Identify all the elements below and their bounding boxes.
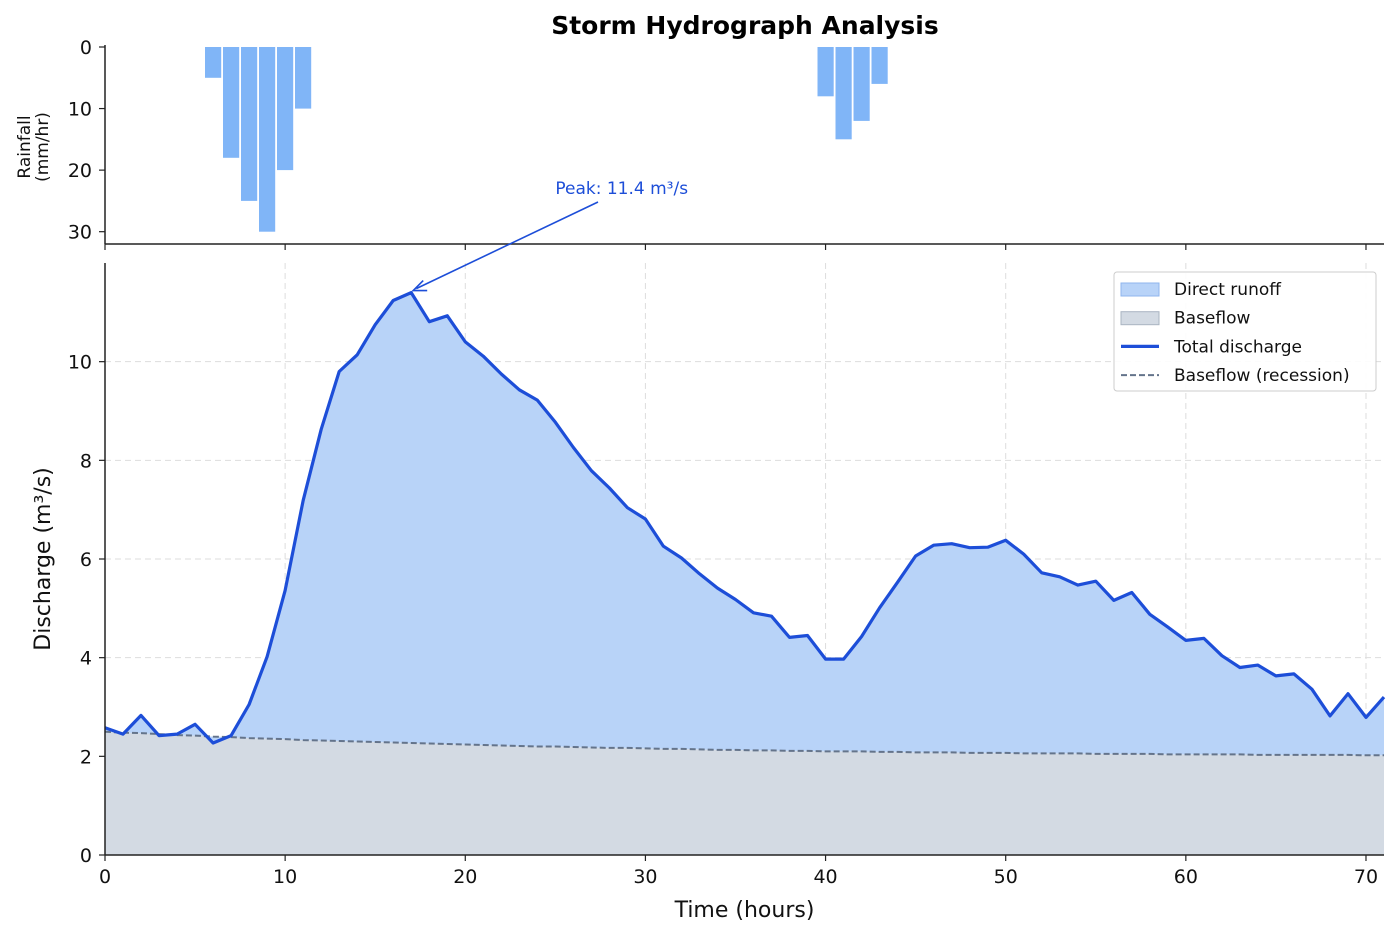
rainfall-bar — [223, 47, 240, 158]
discharge-x-tick-label: 30 — [633, 866, 657, 888]
peak-annotation-arrow-line — [415, 201, 599, 290]
baseflow-recession-line — [104, 730, 1384, 757]
discharge-y-tick-label: 6 — [80, 549, 92, 571]
legend-box — [1113, 271, 1377, 392]
rainfall-bar — [295, 47, 312, 109]
rainfall-bar — [277, 47, 294, 171]
rainfall-axis-label-line: Rainfall — [15, 115, 35, 178]
discharge-x-tick-label: 0 — [99, 866, 111, 888]
rainfall-panel: 0 10 20 30 Rainfall(mm/hr) — [15, 37, 1384, 250]
discharge-y-tick-label: 8 — [80, 450, 92, 472]
direct-runoff-area — [105, 292, 1384, 756]
rainfall-y-tick-label: 30 — [68, 222, 92, 244]
rainfall-y-tick-label: 0 — [80, 37, 92, 59]
peak-annotation-label: Peak: 11.4 m³/s — [555, 179, 688, 199]
discharge-x-tick-label: 50 — [994, 866, 1018, 888]
discharge-x-tick-label: 20 — [453, 866, 477, 888]
rainfall-bar — [241, 47, 258, 201]
legend-label: Total discharge — [1173, 337, 1302, 357]
discharge-y-tick-label: 0 — [80, 845, 92, 867]
legend-swatch-direct-runoff — [1120, 282, 1160, 297]
chart-title: Storm Hydrograph Analysis — [551, 11, 939, 40]
rainfall-bar — [259, 47, 276, 232]
legend-label: Baseflow (recession) — [1174, 366, 1350, 386]
y-axis-label: Discharge (m³/s) — [31, 467, 56, 650]
rainfall-y-tick-label: 20 — [68, 160, 92, 182]
rainfall-bar — [835, 47, 852, 140]
legend-label: Baseflow — [1174, 309, 1251, 329]
discharge-x-tick-label: 70 — [1354, 866, 1378, 888]
legend-swatch-baseflow — [1120, 311, 1160, 326]
discharge-y-tick-label: 10 — [68, 352, 92, 374]
rainfall-bar — [817, 47, 834, 97]
total-discharge-line — [104, 291, 1386, 745]
discharge-x-tick-label: 40 — [813, 866, 837, 888]
rainfall-bar — [205, 47, 222, 78]
x-axis-label: Time (hours) — [674, 898, 815, 923]
discharge-y-tick-label: 2 — [80, 746, 92, 768]
rainfall-axis-label: Rainfall(mm/hr) — [15, 112, 53, 182]
discharge-x-tick-label: 10 — [273, 866, 297, 888]
rainfall-bar — [871, 47, 888, 84]
baseflow-area — [105, 731, 1384, 855]
discharge-y-tick-label: 4 — [80, 648, 92, 670]
peak-annotation-arrow-head — [411, 280, 428, 292]
rainfall-y-tick-label: 10 — [68, 99, 92, 121]
discharge-x-tick-label: 60 — [1174, 866, 1198, 888]
legend: Direct runoff Baseflow Total discharge Base… — [1113, 271, 1377, 392]
discharge-panel: 0 2 4 6 8 10 0 10 20 30 40 50 60 70 Time (hours) Discha… — [31, 179, 1386, 923]
legend-label: Direct runoff — [1174, 280, 1282, 300]
rainfall-axis-label-line: (mm/hr) — [33, 112, 53, 182]
rainfall-bar — [853, 47, 870, 121]
